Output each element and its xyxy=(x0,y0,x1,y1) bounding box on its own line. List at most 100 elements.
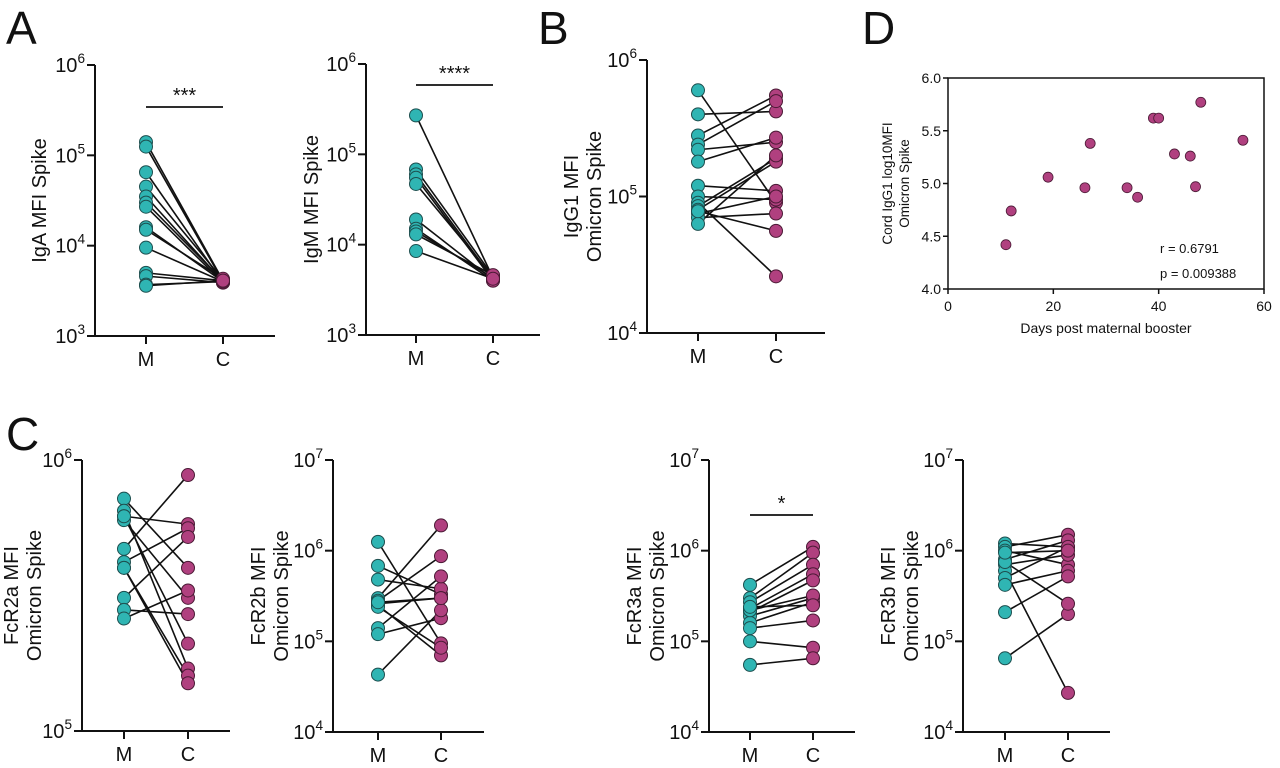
point-cord xyxy=(434,518,448,533)
x-tick-label-c: C xyxy=(216,349,230,371)
x-tick-label: 60 xyxy=(1256,298,1272,314)
pair-line xyxy=(1004,570,1069,586)
pair-line xyxy=(749,597,814,617)
scatter-point xyxy=(1079,182,1091,194)
pair-line xyxy=(749,552,814,599)
scatter-point xyxy=(1195,96,1207,108)
y-axis-label: IgA MFI Spike xyxy=(29,138,51,263)
point-maternal xyxy=(409,244,423,259)
y-tick-label: 4.0 xyxy=(922,281,942,297)
point-cord xyxy=(769,130,783,145)
y-tick-label: 104 xyxy=(923,718,953,744)
pair-line xyxy=(749,619,814,629)
y-tick-label: 4.5 xyxy=(922,228,942,244)
chart-c3: 104 105 106 107 M C FcR3a MFI Omicron Spike * xyxy=(624,446,855,767)
pair-line xyxy=(377,609,442,676)
point-cord xyxy=(769,148,783,163)
point-cord xyxy=(181,468,195,483)
significance-label: *** xyxy=(173,85,197,107)
point-maternal xyxy=(743,634,757,649)
x-tick-label-c: C xyxy=(486,348,500,370)
chart-b: 104 105 106 M C IgG1 MFI Omicron Spike xyxy=(561,46,825,368)
point-maternal xyxy=(691,142,705,157)
pair-line xyxy=(123,567,189,684)
point-maternal xyxy=(743,599,757,614)
point-maternal xyxy=(139,278,153,293)
x-tick-label: 40 xyxy=(1151,298,1167,314)
panel-letter-a: A xyxy=(6,2,37,54)
point-cord xyxy=(434,603,448,618)
point-cord xyxy=(434,640,448,655)
y-axis-label: FcR2b MFI xyxy=(248,547,270,646)
point-maternal xyxy=(409,227,423,242)
point-cord xyxy=(216,273,230,288)
point-maternal xyxy=(998,605,1012,620)
y-axis-label: FcR2a MFI xyxy=(1,546,23,645)
y-tick-label: 106 xyxy=(607,46,637,72)
pair-line xyxy=(415,183,494,278)
y-tick-label: 106 xyxy=(923,537,953,563)
point-maternal xyxy=(409,108,423,123)
scatter-point xyxy=(1190,181,1201,193)
pair-line xyxy=(145,186,224,281)
scatter-point xyxy=(1237,134,1249,146)
pair-line xyxy=(377,541,442,644)
pair-line xyxy=(377,555,442,602)
pair-line xyxy=(123,474,189,550)
pair-line xyxy=(123,515,189,525)
point-cord xyxy=(806,651,820,666)
pair-line xyxy=(377,524,442,599)
pair-line xyxy=(145,202,224,282)
x-axis-label: Days post maternal booster xyxy=(1020,320,1192,336)
scatter-point xyxy=(1184,150,1196,162)
pair-line xyxy=(697,195,777,215)
y-tick-label: 105 xyxy=(293,627,323,653)
pair-line xyxy=(697,184,777,192)
pair-line xyxy=(1004,561,1069,605)
point-maternal xyxy=(117,590,131,605)
point-maternal xyxy=(998,545,1012,560)
chart-a2: 103 104 105 106 M C IgM MFI Spike **** xyxy=(301,50,540,370)
x-tick-label-c: C xyxy=(181,744,195,766)
y-tick-label: 107 xyxy=(669,446,699,472)
y-tick-label: 107 xyxy=(923,446,953,472)
y-axis-label: FcR3b MFI xyxy=(878,547,900,646)
pair-line xyxy=(145,229,224,280)
point-cord xyxy=(434,591,448,606)
pair-line xyxy=(145,279,224,287)
y-tick-label: 104 xyxy=(607,319,637,345)
pair-line xyxy=(415,168,494,277)
panel-letter-b: B xyxy=(538,2,569,54)
y-tick-label: 104 xyxy=(55,232,85,258)
pair-line xyxy=(123,519,189,599)
y-tick-label: 105 xyxy=(607,183,637,209)
point-cord xyxy=(181,583,195,598)
y-tick-label: 106 xyxy=(55,51,85,77)
pair-line xyxy=(377,597,442,604)
point-cord xyxy=(806,545,820,560)
pair-line xyxy=(1004,546,1069,579)
scatter-point xyxy=(1132,191,1143,203)
pair-line xyxy=(697,212,777,219)
point-maternal xyxy=(691,204,705,219)
point-maternal xyxy=(371,534,385,549)
x-tick-label-c: C xyxy=(1061,745,1075,767)
pair-line xyxy=(1004,539,1069,561)
x-tick-label-m: M xyxy=(138,349,155,371)
pair-line xyxy=(123,589,189,620)
point-maternal xyxy=(139,165,153,180)
y-tick-label: 105 xyxy=(42,717,72,743)
point-cord xyxy=(1061,543,1075,558)
pair-line xyxy=(1004,542,1069,548)
point-cord xyxy=(1061,596,1075,611)
x-tick-label-m: M xyxy=(742,745,759,767)
pair-line xyxy=(697,160,777,211)
point-cord xyxy=(1061,685,1075,700)
pair-line xyxy=(697,141,777,151)
point-maternal xyxy=(743,657,757,672)
point-maternal xyxy=(691,83,705,98)
x-tick-label-c: C xyxy=(434,745,448,767)
pair-line xyxy=(377,575,442,629)
point-maternal xyxy=(691,107,705,122)
